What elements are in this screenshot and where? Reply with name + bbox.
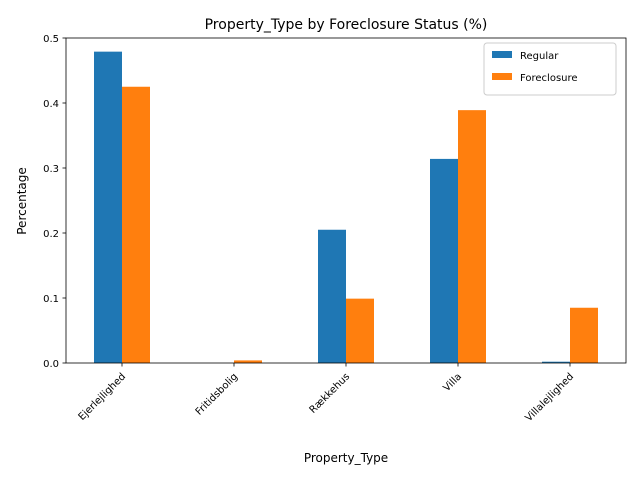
bar-regular-0 <box>94 51 122 364</box>
x-tick-label-3: Villa <box>441 371 464 394</box>
y-tick-label-0: 0.0 <box>43 359 59 370</box>
legend-swatch-regular <box>492 51 512 58</box>
legend-swatch-foreclosure <box>492 73 512 80</box>
x-tick-label-1: Fritidsbolig <box>194 371 240 417</box>
bar-foreclosure-0 <box>122 86 150 363</box>
y-tick-label-4: 0.4 <box>43 99 59 110</box>
legend-label-regular: Regular <box>520 51 559 62</box>
bar-regular-4 <box>542 361 570 363</box>
y-tick-label-1: 0.1 <box>43 294 59 305</box>
y-tick-label-2: 0.2 <box>43 229 59 240</box>
x-tick-label-2: Rækkehus <box>308 371 353 416</box>
x-tick-label-0: Ejerlejlighed <box>77 371 128 422</box>
x-axis-label: Property_Type <box>304 451 388 465</box>
chart-title: Property_Type by Foreclosure Status (%) <box>205 17 488 33</box>
y-tick-label-5: 0.5 <box>43 34 59 45</box>
bar-foreclosure-3 <box>458 110 486 364</box>
y-axis: 0.0 0.1 0.2 0.3 0.4 0.5 <box>43 34 66 370</box>
legend: Regular Foreclosure <box>483 42 617 96</box>
x-tick-label-4: Villalejlighed <box>523 371 576 424</box>
y-axis-label: Percentage <box>15 167 29 235</box>
x-axis: Ejerlejlighed Fritidsbolig Rækkehus Villa Vi… <box>77 363 576 424</box>
bar-foreclosure-1 <box>234 360 262 363</box>
legend-label-foreclosure: Foreclosure <box>520 73 578 84</box>
legend-box <box>483 42 617 96</box>
y-tick-label-3: 0.3 <box>43 164 59 175</box>
bar-foreclosure-2 <box>346 298 374 363</box>
bar-foreclosure-4 <box>570 307 598 363</box>
bar-regular-3 <box>430 158 458 363</box>
bar-regular-2 <box>318 229 346 363</box>
